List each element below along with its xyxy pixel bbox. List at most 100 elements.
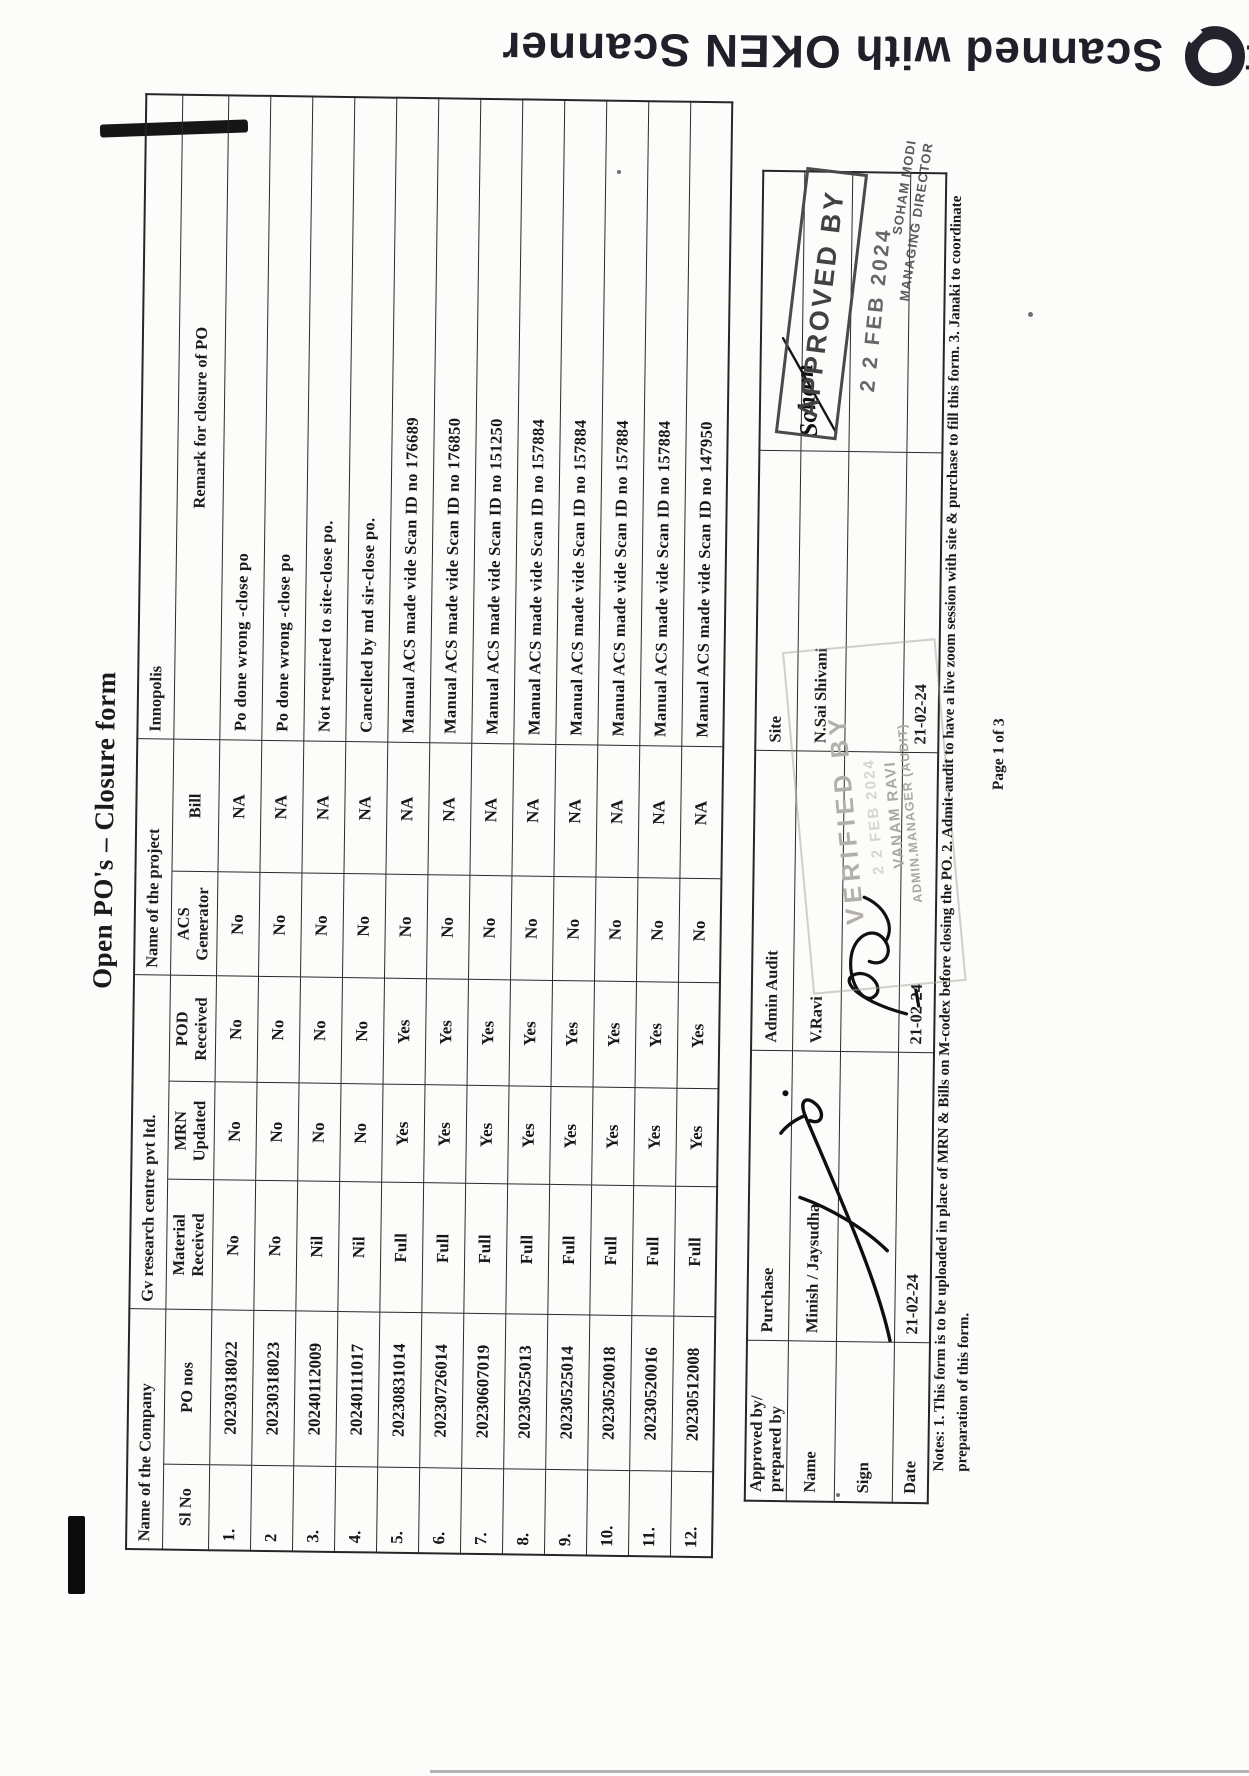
- col-acs-generator: ACS Generator: [170, 871, 218, 977]
- scan-speck: [1028, 312, 1033, 317]
- cell-acs-generator: No: [425, 875, 470, 980]
- cell-mrn-updated: Yes: [465, 1085, 509, 1185]
- cell-acs-generator: No: [342, 873, 386, 979]
- cell-sl-no: 9.: [543, 1469, 588, 1556]
- cell-mrn-updated: No: [213, 1082, 257, 1181]
- cell-material-received: Full: [463, 1183, 508, 1315]
- cell-pod-received: No: [298, 977, 343, 1084]
- cell-mrn-updated: Yes: [423, 1085, 467, 1184]
- cell-pod-received: Yes: [634, 982, 678, 1089]
- cell-sl-no: 10.: [585, 1470, 630, 1557]
- scan-speck: [617, 170, 621, 174]
- cell-mrn-updated: Yes: [507, 1086, 551, 1185]
- cell-acs-generator: No: [300, 873, 344, 978]
- handwriting-flourish: [781, 336, 838, 434]
- cell-sl-no: 11.: [627, 1471, 672, 1557]
- company-label: Name of the Company: [126, 1309, 166, 1550]
- cell-bill: NA: [217, 740, 262, 873]
- cell-bill: NA: [469, 743, 514, 877]
- cell-mrn-updated: Yes: [381, 1084, 425, 1184]
- cell-bill: NA: [595, 745, 640, 879]
- cell-sl-no: 6.: [417, 1468, 462, 1554]
- name-label: Name: [786, 1341, 837, 1502]
- cell-po-no: 20230318023: [251, 1310, 296, 1467]
- date-label: Date: [892, 1342, 931, 1504]
- cell-acs-generator: No: [677, 878, 722, 984]
- cell-acs-generator: No: [593, 877, 638, 983]
- cell-material-received: Full: [547, 1184, 592, 1316]
- cell-po-no: 20230318022: [209, 1310, 254, 1466]
- cell-acs-generator: No: [258, 872, 302, 978]
- cell-bill: NA: [259, 740, 304, 874]
- cell-sl-no: 3.: [291, 1466, 336, 1552]
- cell-acs-generator: No: [467, 875, 512, 981]
- purchase-date: 21-02-24: [894, 1052, 935, 1344]
- col-bill: Bill: [171, 739, 220, 873]
- col-material-received: Material Received: [165, 1179, 214, 1311]
- col-mrn-updated: MRN Updated: [167, 1081, 215, 1181]
- scan-artifact-bar: [68, 1516, 85, 1594]
- cell-bill: NA: [343, 742, 388, 875]
- page-number: Page 1 of 3: [989, 718, 1008, 791]
- company-name: Gv research centre pvt ltd.: [129, 975, 171, 1310]
- cell-material-received: Full: [505, 1184, 550, 1315]
- cell-sl-no: 12.: [669, 1471, 714, 1558]
- cell-po-no: 20240112009: [293, 1311, 338, 1467]
- col-po-nos: PO nos: [163, 1309, 212, 1466]
- project-label: Name of the project: [134, 739, 174, 976]
- cell-mrn-updated: No: [339, 1083, 383, 1183]
- cell-sl-no: 7.: [459, 1468, 504, 1555]
- cell-bill: NA: [385, 742, 430, 876]
- scanner-branding-text: Scanned with OKEN Scanner: [501, 22, 1164, 82]
- cell-material-received: Full: [631, 1186, 676, 1317]
- cell-material-received: No: [211, 1180, 256, 1311]
- document: Open PO's – Closure form Name of the Com…: [75, 82, 1041, 1590]
- cell-mrn-updated: Yes: [549, 1086, 593, 1186]
- cell-material-received: Full: [589, 1185, 634, 1317]
- cell-pod-received: No: [256, 976, 301, 1084]
- handwritten-approver-name: Soham: [781, 304, 852, 437]
- cell-sl-no: 8.: [501, 1469, 546, 1555]
- sign-label: Sign: [834, 1341, 895, 1503]
- cell-po-no: 20240111017: [335, 1311, 380, 1468]
- cell-pod-received: Yes: [676, 982, 720, 1090]
- cell-po-no: 20230512008: [671, 1316, 716, 1473]
- cell-pod-received: No: [214, 976, 259, 1083]
- page-title: Open PO's – Closure form: [86, 671, 122, 990]
- col-pod-received: POD Received: [168, 975, 217, 1083]
- cell-acs-generator: No: [216, 872, 260, 977]
- cell-sl-no: 2: [249, 1465, 294, 1552]
- cell-sl-no: 5.: [375, 1467, 420, 1554]
- col-sl-no: Sl No: [162, 1464, 210, 1551]
- open-po-table: Name of the Company Gv research centre p…: [124, 93, 734, 1559]
- cell-material-received: Nil: [337, 1181, 382, 1313]
- col-admin-audit: Admin Audit: [751, 750, 797, 1052]
- cell-po-no: 20230607019: [461, 1313, 506, 1470]
- cell-mrn-updated: Yes: [633, 1088, 677, 1187]
- cell-bill: NA: [427, 743, 472, 876]
- cell-bill: NA: [679, 746, 724, 880]
- cell-bill: NA: [301, 741, 346, 874]
- cell-po-no: 20230726014: [419, 1313, 464, 1469]
- cell-bill: NA: [511, 744, 556, 877]
- cell-pod-received: Yes: [508, 980, 552, 1087]
- cell-pod-received: No: [340, 977, 384, 1085]
- col-purchase: Purchase: [746, 1050, 793, 1342]
- cell-remark: Manual ACS made vide Scan ID no 147950: [681, 101, 733, 748]
- cell-mrn-updated: No: [297, 1083, 341, 1182]
- approved-by-label: Approved by/ prepared by: [744, 1340, 789, 1502]
- cell-po-no: 20230525014: [545, 1314, 590, 1471]
- oken-scanner-logo-icon: [1184, 25, 1246, 87]
- cell-bill: NA: [637, 746, 682, 879]
- cell-acs-generator: No: [551, 876, 596, 982]
- cell-material-received: Full: [673, 1186, 718, 1318]
- cell-acs-generator: No: [383, 874, 428, 980]
- cell-acs-generator: No: [509, 876, 554, 981]
- cell-bill: NA: [553, 744, 598, 878]
- scan-artifact-line: [430, 1770, 1249, 1773]
- cell-sl-no: 4.: [333, 1466, 378, 1553]
- cell-pod-received: Yes: [424, 979, 468, 1086]
- cell-pod-received: Yes: [466, 979, 510, 1087]
- cell-pod-received: Yes: [592, 981, 636, 1089]
